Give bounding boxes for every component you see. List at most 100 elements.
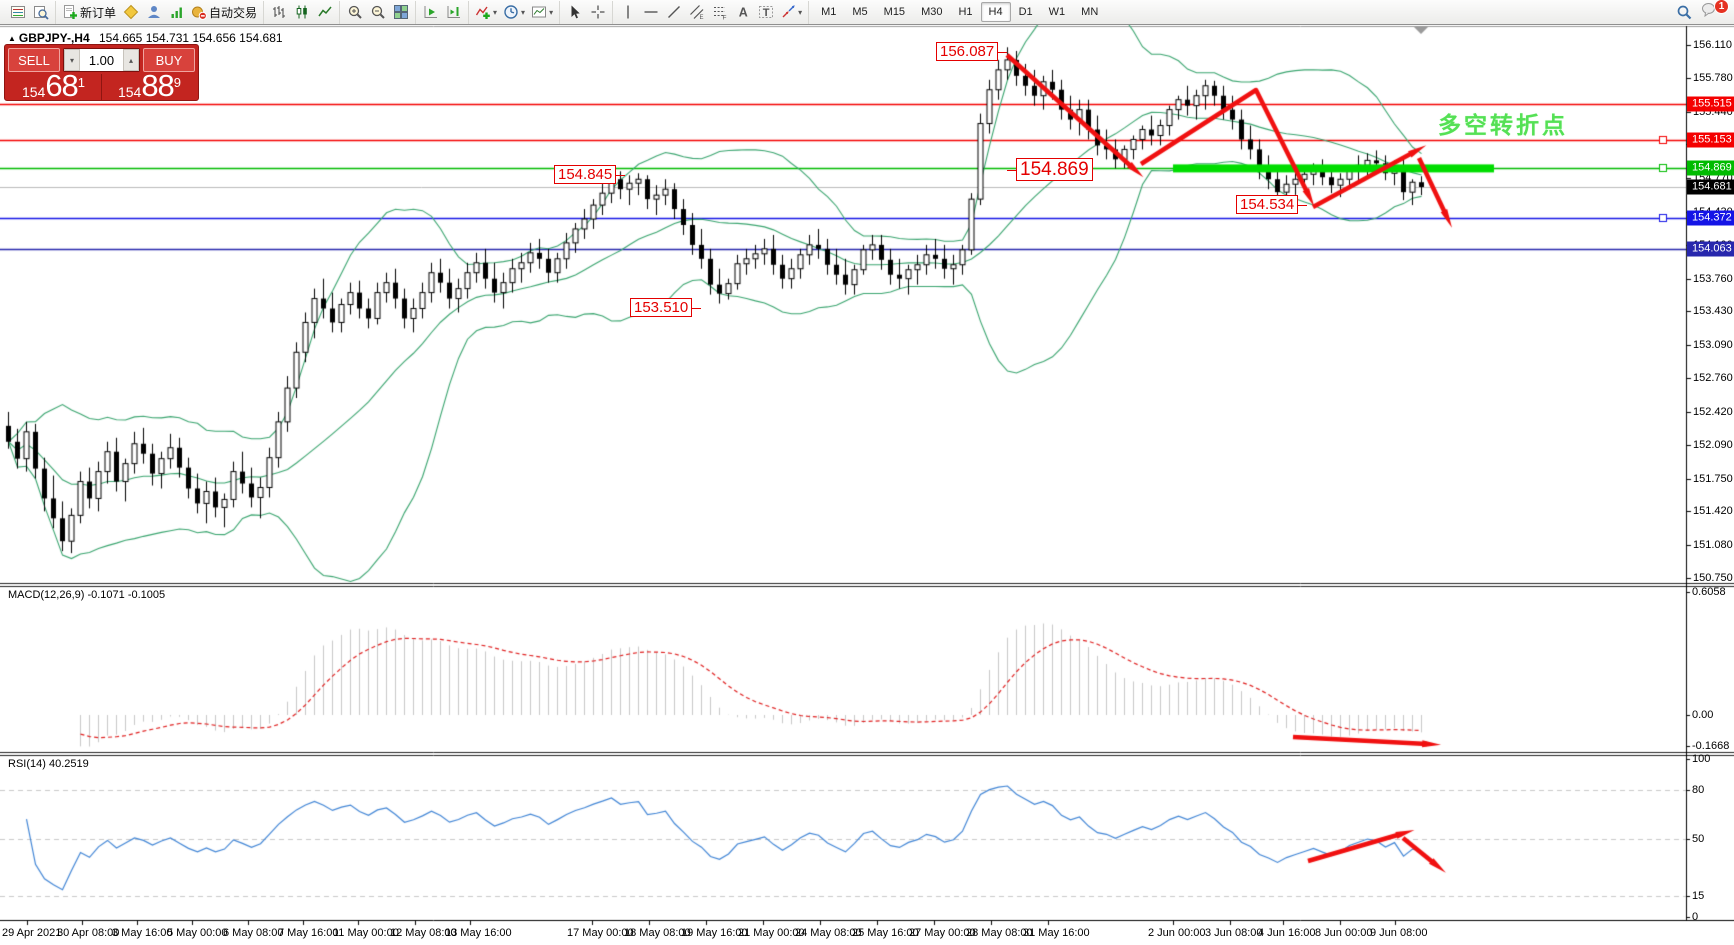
chevron-down-icon[interactable]: ▾	[549, 7, 554, 17]
candlestick-icon	[294, 4, 310, 20]
fibonacci-button[interactable]: F	[708, 2, 731, 23]
market-watch-button[interactable]	[6, 2, 29, 23]
price-axis-tick: 153.090	[1693, 339, 1733, 352]
text-label-button[interactable]: T	[754, 2, 777, 23]
chevron-down-icon[interactable]: ▾	[798, 7, 803, 17]
price-annotation-label[interactable]: 154.845	[554, 165, 626, 184]
time-axis-label: 9 Jun 08:00	[1370, 927, 1428, 939]
price-axis-tick: 153.430	[1693, 305, 1733, 318]
main-toolbar: 新订单 自动交易 ▾ ▾ ▾ E F A T ▾ M1 M5 M15 M30 H1 H4 D1 W1 MN 1	[0, 0, 1734, 25]
time-axis-label: 7 May 16:00	[278, 927, 339, 939]
navigator-button[interactable]	[29, 2, 52, 23]
timeframe-h4-button[interactable]: H4	[980, 2, 1011, 22]
rsi-indicator-label: RSI(14) 40.2519	[8, 758, 89, 770]
time-axis-label: 25 May 16:00	[852, 927, 919, 939]
annotation-connector	[1298, 204, 1308, 206]
timeframe-m5-button[interactable]: M5	[852, 6, 868, 18]
tile-windows-button[interactable]	[389, 2, 412, 23]
price-annotation-label[interactable]: 154.534	[1236, 195, 1308, 214]
templates-icon	[531, 4, 547, 20]
vertical-line-button[interactable]	[616, 2, 639, 23]
signal-icon	[169, 4, 185, 20]
toolbar-group-trade: 新订单 自动交易	[55, 0, 263, 24]
time-axis-label: 31 May 16:00	[1023, 927, 1090, 939]
collapse-arrow-icon: ▲	[8, 34, 16, 43]
time-axis-label: 29 Apr 2021	[2, 927, 62, 939]
chat-button[interactable]: 1	[1701, 0, 1729, 23]
volume-stepper[interactable]: ▾ 1.00 ▴	[63, 48, 140, 72]
cursor-button[interactable]	[563, 2, 586, 23]
indicators-button[interactable]: ▾	[472, 2, 500, 23]
periods-icon	[503, 4, 519, 20]
horizontal-line-button[interactable]	[639, 2, 662, 23]
signal-button[interactable]	[165, 2, 188, 23]
search-button[interactable]	[1672, 2, 1695, 23]
timeframe-mn-button[interactable]: MN	[1081, 6, 1099, 18]
toolbar-group-chart-type	[263, 0, 339, 24]
svg-text:F: F	[722, 15, 726, 21]
chevron-down-icon[interactable]: ▾	[521, 7, 526, 17]
price-annotation-label[interactable]: 154.869	[1007, 158, 1093, 181]
equidistant-channel-button[interactable]: E	[685, 2, 708, 23]
chevron-down-icon[interactable]: ▾	[493, 7, 498, 17]
price-annotation-label[interactable]: 156.087	[936, 42, 1008, 61]
tile-windows-icon	[393, 4, 409, 20]
arrows-button[interactable]: ▾	[777, 2, 805, 23]
toolbar-group-pointer	[559, 0, 612, 24]
text-label-icon: T	[758, 4, 774, 20]
volume-value[interactable]: 1.00	[88, 52, 115, 68]
line-chart-icon	[317, 4, 333, 20]
candlestick-button[interactable]	[290, 2, 313, 23]
volume-increase-button[interactable]: ▴	[123, 49, 139, 71]
periods-button[interactable]: ▾	[500, 2, 528, 23]
sell-price[interactable]: 154 68 1	[21, 68, 86, 103]
line-chart-button[interactable]	[313, 2, 336, 23]
time-axis-label: 5 May 00:00	[167, 927, 228, 939]
macd-scale-label: 0.6058	[1692, 586, 1726, 598]
symbol-info[interactable]: ▲ GBPJPY-,H4 154.665 154.731 154.656 154.…	[8, 31, 283, 45]
timeframe-m15-button[interactable]: M15	[883, 6, 906, 18]
toolbar-group-market	[3, 1, 55, 24]
price-level-badge: 154.869	[1687, 160, 1734, 176]
indicators-icon	[475, 4, 491, 20]
text-button[interactable]: A	[731, 2, 754, 23]
price-level-badge: 155.153	[1687, 132, 1734, 148]
timeframe-w1-button[interactable]: W1	[1048, 6, 1066, 18]
price-annotation-label[interactable]: 153.510	[630, 298, 702, 317]
timeframe-h1-button[interactable]: H1	[958, 6, 973, 18]
terminal-button[interactable]	[142, 2, 165, 23]
auto-scroll-button[interactable]	[419, 2, 442, 23]
svg-text:E: E	[699, 15, 703, 20]
price-axis-tick: 152.760	[1693, 372, 1733, 385]
timeframe-m1-button[interactable]: M1	[821, 6, 837, 18]
timeframe-d1-button[interactable]: D1	[1018, 6, 1033, 18]
sell-button[interactable]: SELL	[8, 48, 60, 72]
price-level-badge: 154.063	[1687, 241, 1734, 257]
new-order-button[interactable]: 新订单	[59, 2, 119, 23]
timeframe-m30-button[interactable]: M30	[921, 6, 943, 18]
price-divider	[101, 74, 102, 101]
buy-button[interactable]: BUY	[143, 48, 195, 72]
chart-text-callout[interactable]: 多空转折点	[1438, 112, 1568, 138]
metaeditor-button[interactable]	[119, 2, 142, 23]
cursor-icon	[567, 4, 583, 20]
time-axis-label: 21 May 00:00	[738, 927, 805, 939]
bar-chart-button[interactable]	[267, 2, 290, 23]
time-axis-label: 8 Jun 00:00	[1315, 927, 1373, 939]
volume-decrease-button[interactable]: ▾	[64, 49, 80, 71]
toolbar-button-label: 新订单	[80, 5, 117, 20]
trendline-button[interactable]	[662, 2, 685, 23]
time-axis-label: 18 May 08:00	[624, 927, 691, 939]
buy-price[interactable]: 154 88 9	[117, 68, 182, 103]
autotrading-button[interactable]: 自动交易	[188, 2, 260, 23]
crosshair-button[interactable]	[586, 2, 609, 23]
chart-shift-button[interactable]	[442, 2, 465, 23]
toolbar-button-label: 自动交易	[209, 5, 258, 20]
templates-button[interactable]: ▾	[528, 2, 556, 23]
toolbar-group-objects: E F A T ▾	[612, 0, 808, 24]
crosshair-icon	[590, 4, 606, 20]
zoom-out-button[interactable]	[366, 2, 389, 23]
zoom-in-button[interactable]	[343, 2, 366, 23]
price-axis-tick: 151.420	[1693, 505, 1733, 518]
